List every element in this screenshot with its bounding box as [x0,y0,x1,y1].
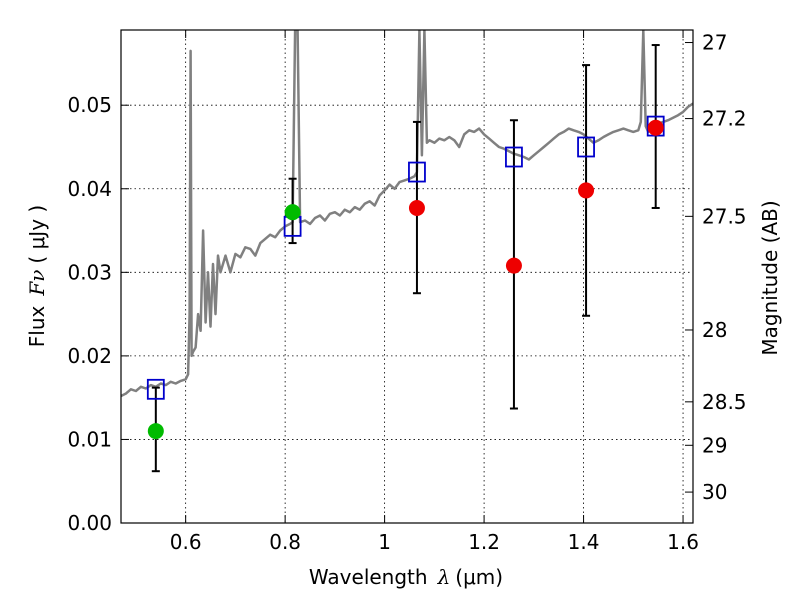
right-tick-label: 28.5 [702,390,747,414]
y-tick-label: 0.02 [67,344,112,368]
model-photometry-square [408,161,426,183]
model-photometry-square [505,146,523,168]
observed-points [147,119,664,440]
y-axis-label: FluxFν( μJy ) [25,205,49,347]
right-tick-label: 27.2 [702,107,747,131]
x-tick-label: 1.2 [468,530,500,554]
y-axis-ticks: 0.00 0.01 0.02 0.03 0.04 0.05 [67,93,129,535]
right-axis-ticks: 27 27.2 27.5 28 28.5 29 30 [685,31,747,504]
x-tick-label: 0.8 [269,530,301,554]
x-axis-ticks: 0.6 0.8 1 1.2 1.4 1.6 [170,30,699,554]
x-tick-label: 1 [378,530,391,554]
model-photometry-square [146,378,165,400]
detection-point [147,423,164,440]
right-tick-label: 28 [702,318,727,342]
right-tick-label: 27 [702,31,727,55]
plot-area [121,30,693,473]
measurement-point [578,182,595,199]
plot-frame [120,29,694,524]
right-tick-label: 30 [702,480,727,504]
measurement-point [647,119,664,136]
measurement-point [505,257,522,274]
x-tick-label: 0.6 [170,530,202,554]
right-tick-label: 27.5 [702,204,747,228]
right-tick-label: 29 [702,433,727,457]
y-tick-label: 0.04 [67,177,112,201]
model-photometry-squares [146,115,665,400]
y-tick-label: 0.05 [67,93,112,117]
model-photometry-square [577,136,595,158]
measurement-point [408,199,425,216]
detection-point [284,204,301,221]
y-tick-label: 0.00 [67,511,112,535]
x-tick-label: 1.4 [568,530,600,554]
x-axis-label: Wavelength λ (μm) [309,565,503,589]
y-tick-label: 0.03 [67,260,112,284]
x-tick-label: 1.6 [667,530,699,554]
right-axis-label: Magnitude (AB) [758,200,782,355]
y-tick-label: 0.01 [67,427,112,451]
